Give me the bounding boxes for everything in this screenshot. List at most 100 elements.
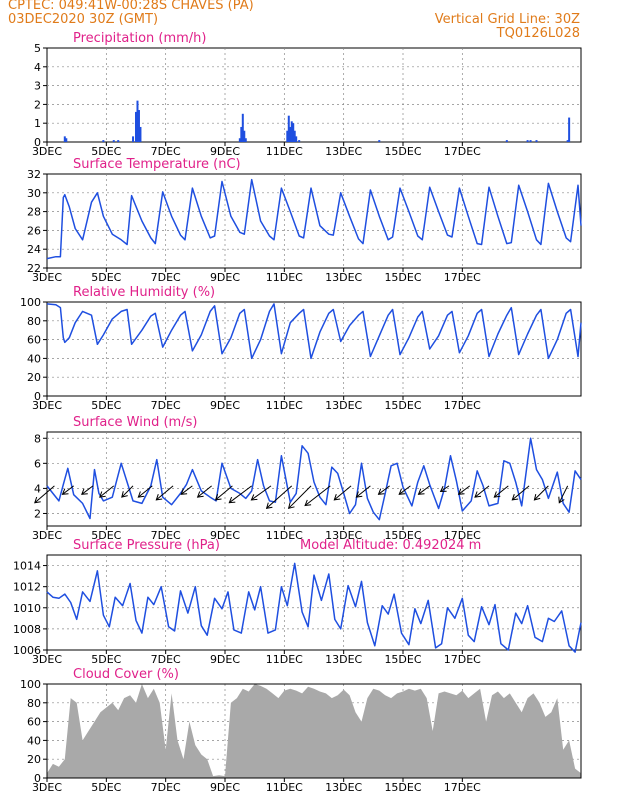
cloud-cover-area bbox=[47, 684, 581, 778]
x-tick-label: 15DEC bbox=[384, 271, 421, 284]
x-tick-label: 3DEC bbox=[32, 781, 62, 794]
x-tick-label: 5DEC bbox=[91, 271, 121, 284]
y-tick-label: 1006 bbox=[13, 644, 41, 657]
x-tick-label: 5DEC bbox=[91, 399, 121, 412]
x-tick-label: 5DEC bbox=[91, 653, 121, 666]
x-tick-label: 11DEC bbox=[266, 399, 303, 412]
precip-bar bbox=[293, 130, 296, 142]
x-tick-label: 3DEC bbox=[32, 653, 62, 666]
wind-vector bbox=[34, 485, 55, 504]
y-tick-label: 2 bbox=[34, 507, 41, 520]
wind-arrowhead bbox=[511, 494, 519, 501]
x-tick-label: 13DEC bbox=[325, 781, 362, 794]
x-tick-label: 17DEC bbox=[444, 399, 481, 412]
x-tick-label: 7DEC bbox=[151, 271, 181, 284]
y-tick-label: 40 bbox=[27, 352, 41, 365]
y-tick-label: 100 bbox=[20, 678, 41, 691]
y-tick-label: 20 bbox=[27, 753, 41, 766]
y-tick-label: 4 bbox=[34, 482, 41, 495]
precip-bar bbox=[102, 140, 105, 142]
y-tick-label: 26 bbox=[27, 224, 41, 237]
precip-bar bbox=[287, 115, 290, 142]
wind-vector bbox=[62, 485, 74, 495]
wind-vector bbox=[138, 485, 153, 498]
wind-arrowhead bbox=[287, 502, 295, 509]
run-code: TQ0126L028 bbox=[496, 26, 580, 41]
wind-arrowhead bbox=[474, 491, 482, 498]
x-tick-label: 11DEC bbox=[266, 145, 303, 158]
y-tick-label: 80 bbox=[27, 697, 41, 710]
wind-arrowhead bbox=[533, 493, 541, 501]
precip-bar bbox=[241, 113, 244, 142]
wind-vector bbox=[266, 485, 293, 509]
wind-arrowhead bbox=[137, 491, 145, 498]
grid-line-note: Vertical Grid Line: 30Z bbox=[434, 12, 580, 27]
x-tick-label: 13DEC bbox=[325, 529, 362, 542]
wind-vector bbox=[121, 485, 134, 498]
wind-arrowhead bbox=[439, 485, 447, 493]
x-tick-label: 17DEC bbox=[444, 529, 481, 542]
x-tick-label: 9DEC bbox=[210, 399, 240, 412]
y-tick-label: 22 bbox=[27, 262, 41, 275]
wind-vector bbox=[304, 485, 331, 506]
precip-bar bbox=[136, 100, 139, 142]
y-tick-label: 24 bbox=[27, 243, 41, 256]
wind-arrowhead bbox=[250, 494, 258, 501]
date-header: 03DEC2020 30Z (GMT) bbox=[8, 12, 159, 27]
precip-bar bbox=[63, 136, 66, 142]
x-tick-label: 17DEC bbox=[444, 271, 481, 284]
station-header: CPTEC: 049:41W-00:28S CHAVES (PA) bbox=[8, 0, 254, 13]
x-tick-label: 3DEC bbox=[32, 529, 62, 542]
y-tick-label: 30 bbox=[27, 187, 41, 200]
series-line bbox=[46, 562, 582, 653]
wind-arrowhead bbox=[228, 496, 236, 504]
wind-arrowhead bbox=[214, 494, 222, 501]
precip-bar bbox=[137, 110, 140, 142]
wind-arrowhead bbox=[333, 494, 341, 501]
wind-vector bbox=[458, 485, 471, 495]
x-tick-label: 13DEC bbox=[325, 399, 362, 412]
x-tick-label: 13DEC bbox=[325, 653, 362, 666]
precip-bar bbox=[244, 138, 247, 142]
y-tick-label: 60 bbox=[27, 334, 41, 347]
y-tick-label: 1 bbox=[34, 117, 41, 130]
panel-title: Cloud Cover (%) bbox=[73, 667, 179, 682]
x-tick-label: 9DEC bbox=[210, 653, 240, 666]
precip-bar bbox=[535, 140, 538, 142]
precip-bar bbox=[566, 140, 569, 142]
wind-arrowhead bbox=[61, 488, 69, 495]
precip-bar bbox=[112, 140, 115, 142]
x-tick-label: 3DEC bbox=[32, 145, 62, 158]
wind-arrowhead bbox=[196, 491, 204, 498]
series-line bbox=[46, 437, 582, 521]
x-tick-label: 7DEC bbox=[151, 653, 181, 666]
precip-bar bbox=[292, 123, 295, 142]
y-tick-label: 1014 bbox=[13, 560, 41, 573]
panel-title: Surface Pressure (hPa) bbox=[73, 538, 220, 553]
x-tick-label: 9DEC bbox=[210, 529, 240, 542]
x-tick-label: 13DEC bbox=[325, 145, 362, 158]
precip-bar bbox=[529, 140, 532, 142]
wind-vector bbox=[494, 485, 509, 498]
x-tick-label: 7DEC bbox=[151, 399, 181, 412]
x-tick-label: 7DEC bbox=[151, 529, 181, 542]
y-tick-label: 2 bbox=[34, 98, 41, 111]
wind-arrowhead bbox=[558, 496, 565, 504]
x-tick-label: 5DEC bbox=[91, 781, 121, 794]
y-tick-label: 1012 bbox=[13, 581, 41, 594]
wind-arrowhead bbox=[493, 491, 501, 498]
wind-arrowhead bbox=[99, 491, 106, 498]
y-tick-label: 0 bbox=[34, 772, 41, 785]
wind-vector bbox=[356, 485, 371, 498]
y-tick-label: 0 bbox=[34, 136, 41, 149]
x-tick-label: 17DEC bbox=[444, 781, 481, 794]
precip-bar bbox=[295, 136, 298, 142]
wind-arrowhead bbox=[355, 491, 363, 498]
y-tick-label: 3 bbox=[34, 80, 41, 93]
y-tick-label: 5 bbox=[34, 42, 41, 55]
panel-annotation: Model Altitude: 0.492024 m bbox=[300, 538, 481, 553]
precip-bar bbox=[505, 140, 508, 142]
wind-vector bbox=[440, 485, 450, 492]
precip-bar bbox=[65, 138, 68, 142]
x-tick-label: 17DEC bbox=[444, 145, 481, 158]
